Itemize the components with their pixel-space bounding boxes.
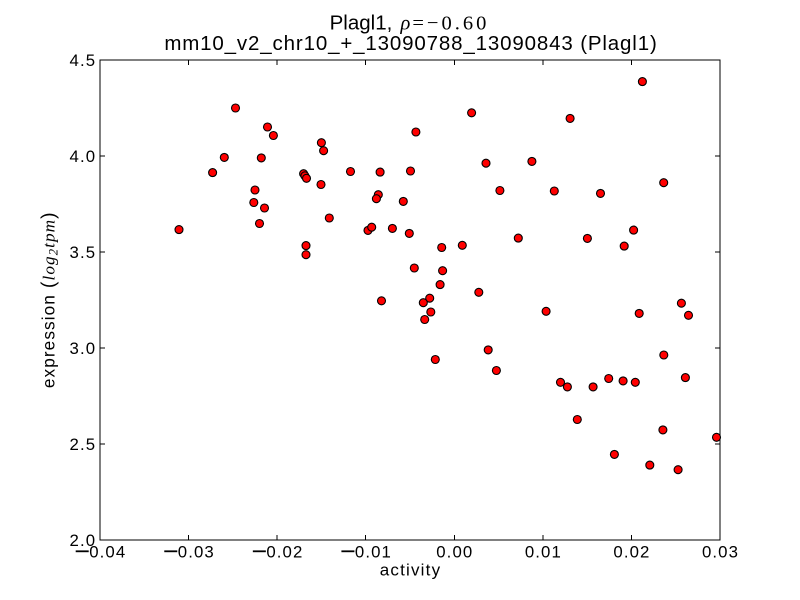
- svg-text:0.00: 0.00: [436, 543, 473, 562]
- svg-text:0.02: 0.02: [266, 543, 303, 562]
- svg-text:0.01: 0.01: [355, 543, 392, 562]
- svg-text:0.03: 0.03: [178, 543, 215, 562]
- svg-text:activity: activity: [380, 561, 442, 580]
- svg-text:2.5: 2.5: [70, 435, 97, 454]
- svg-text:0.03: 0.03: [702, 543, 739, 562]
- svg-text:3.0: 3.0: [70, 339, 97, 358]
- svg-text:0.04: 0.04: [89, 543, 126, 562]
- svg-text:0.02: 0.02: [613, 543, 650, 562]
- svg-text:expression (log2tpm): expression (log2tpm): [38, 211, 61, 388]
- svg-text:4.5: 4.5: [70, 51, 97, 70]
- svg-text:4.0: 4.0: [70, 147, 97, 166]
- svg-text:3.5: 3.5: [70, 243, 97, 262]
- svg-text:Plagl1, ρ=−0.60: Plagl1, ρ=−0.60: [330, 12, 490, 35]
- svg-text:mm10_v2_chr10_+_13090788_13090: mm10_v2_chr10_+_13090788_13090843 (Plagl…: [164, 32, 657, 55]
- svg-text:2.0: 2.0: [70, 531, 97, 550]
- svg-text:0.01: 0.01: [525, 543, 562, 562]
